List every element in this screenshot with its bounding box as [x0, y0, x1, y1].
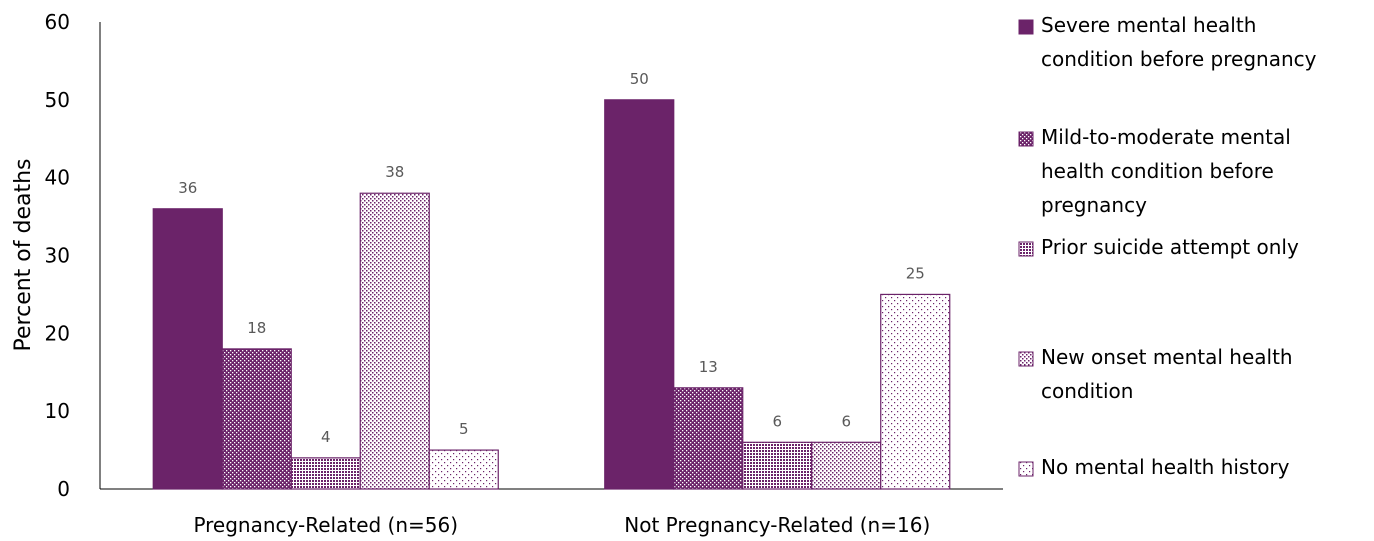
data-label: 36 — [178, 179, 197, 197]
x-axis: Pregnancy-Related (n=56) Not Pregnancy-Re… — [100, 488, 1003, 537]
y-tick-label: 0 — [57, 477, 70, 501]
data-label: 4 — [321, 428, 331, 446]
legend-swatch — [1018, 461, 1034, 477]
x-category-label: Not Pregnancy-Related (n=16) — [624, 513, 930, 537]
legend-item: Mild-to-moderate mental health condition … — [1018, 125, 1291, 217]
data-label: 25 — [906, 264, 925, 282]
bar — [152, 208, 223, 490]
legend-item: Prior suicide attempt only — [1018, 235, 1299, 259]
bar — [221, 348, 292, 490]
y-tick-label: 30 — [45, 244, 70, 268]
legend-label: Mild-to-moderate mental health condition … — [1041, 125, 1291, 217]
legend-swatch — [1018, 19, 1034, 35]
legend-item: New onset mental health condition — [1018, 345, 1293, 403]
bar — [880, 293, 951, 490]
data-label: 38 — [385, 163, 404, 181]
y-tick-label: 60 — [45, 10, 70, 34]
y-tick-label: 10 — [45, 399, 70, 423]
data-label: 50 — [630, 70, 649, 88]
data-label: 5 — [459, 420, 469, 438]
bar — [673, 387, 744, 490]
bars — [152, 99, 951, 490]
legend-swatch — [1018, 131, 1034, 147]
legend-label: No mental health history — [1041, 455, 1290, 479]
bar — [428, 449, 499, 490]
legend-label: New onset mental health condition — [1041, 345, 1293, 403]
y-axis: 0 10 20 30 40 50 60 — [45, 10, 101, 501]
data-label: 18 — [247, 319, 266, 337]
y-axis-title: Percent of deaths — [11, 159, 36, 352]
bar — [604, 99, 675, 490]
legend-item: No mental health history — [1018, 455, 1290, 479]
legend-label: Severe mental health condition before pre… — [1041, 13, 1317, 71]
bar — [359, 192, 430, 490]
data-label: 6 — [841, 412, 851, 430]
bar — [811, 441, 882, 490]
bar — [290, 457, 361, 490]
data-label: 6 — [772, 412, 782, 430]
legend-item: Severe mental health condition before pre… — [1018, 13, 1317, 71]
data-label: 13 — [699, 358, 718, 376]
legend-swatch — [1018, 241, 1034, 257]
y-tick-label: 20 — [45, 321, 70, 345]
legend: Severe mental health condition before pre… — [1018, 13, 1317, 479]
x-category-label: Pregnancy-Related (n=56) — [193, 513, 458, 537]
legend-label: Prior suicide attempt only — [1041, 235, 1299, 259]
data-labels: 36 18 4 38 5 50 13 6 6 25 — [178, 70, 925, 446]
legend-swatch — [1018, 351, 1034, 367]
y-tick-label: 40 — [45, 166, 70, 190]
y-tick-label: 50 — [45, 88, 70, 112]
bar — [742, 441, 813, 490]
